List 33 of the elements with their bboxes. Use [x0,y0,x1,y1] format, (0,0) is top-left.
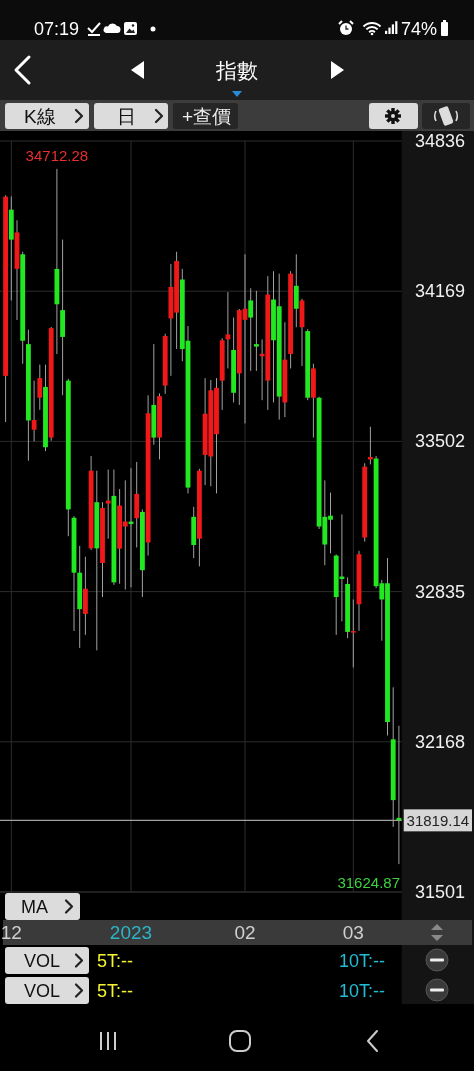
text: VOL [24,951,61,971]
text: +查價 [182,106,232,127]
text: 74% [401,19,438,39]
text: 5T:-- [97,981,134,1001]
candlestick [293,253,299,328]
candlestick [37,364,43,411]
candlestick [31,380,37,442]
text: 5T:-- [97,951,134,971]
candlestick [248,287,254,372]
y-tick-label: 33502 [414,431,466,452]
text: 07:19 [34,19,80,39]
x-tick-label: 03 [342,922,364,943]
candlestick [350,598,356,668]
text: K線 [24,106,56,127]
text: 日 [117,106,136,127]
text: 10T:-- [339,951,386,971]
text: MA [21,897,48,917]
y-tick-label: 31501 [414,882,466,902]
annotation: 31624.87 [337,874,400,891]
y-tick-label: 32168 [414,731,466,752]
candlestick [105,469,111,540]
x-tick-label: 12 [0,922,22,943]
y-tick-label: 32835 [414,581,466,602]
x-tick-label: 2023 [109,922,153,943]
text: 10T:-- [339,981,386,1001]
y-tick-label: 34836 [414,131,466,151]
text: VOL [24,981,61,1001]
y-tick-label: 34169 [414,281,466,302]
candlestick [253,290,259,372]
candlestick [225,291,231,369]
chart-title: 指數 [215,59,258,82]
x-tick-label: 02 [234,922,256,943]
annotation: 34712.28 [25,146,89,164]
